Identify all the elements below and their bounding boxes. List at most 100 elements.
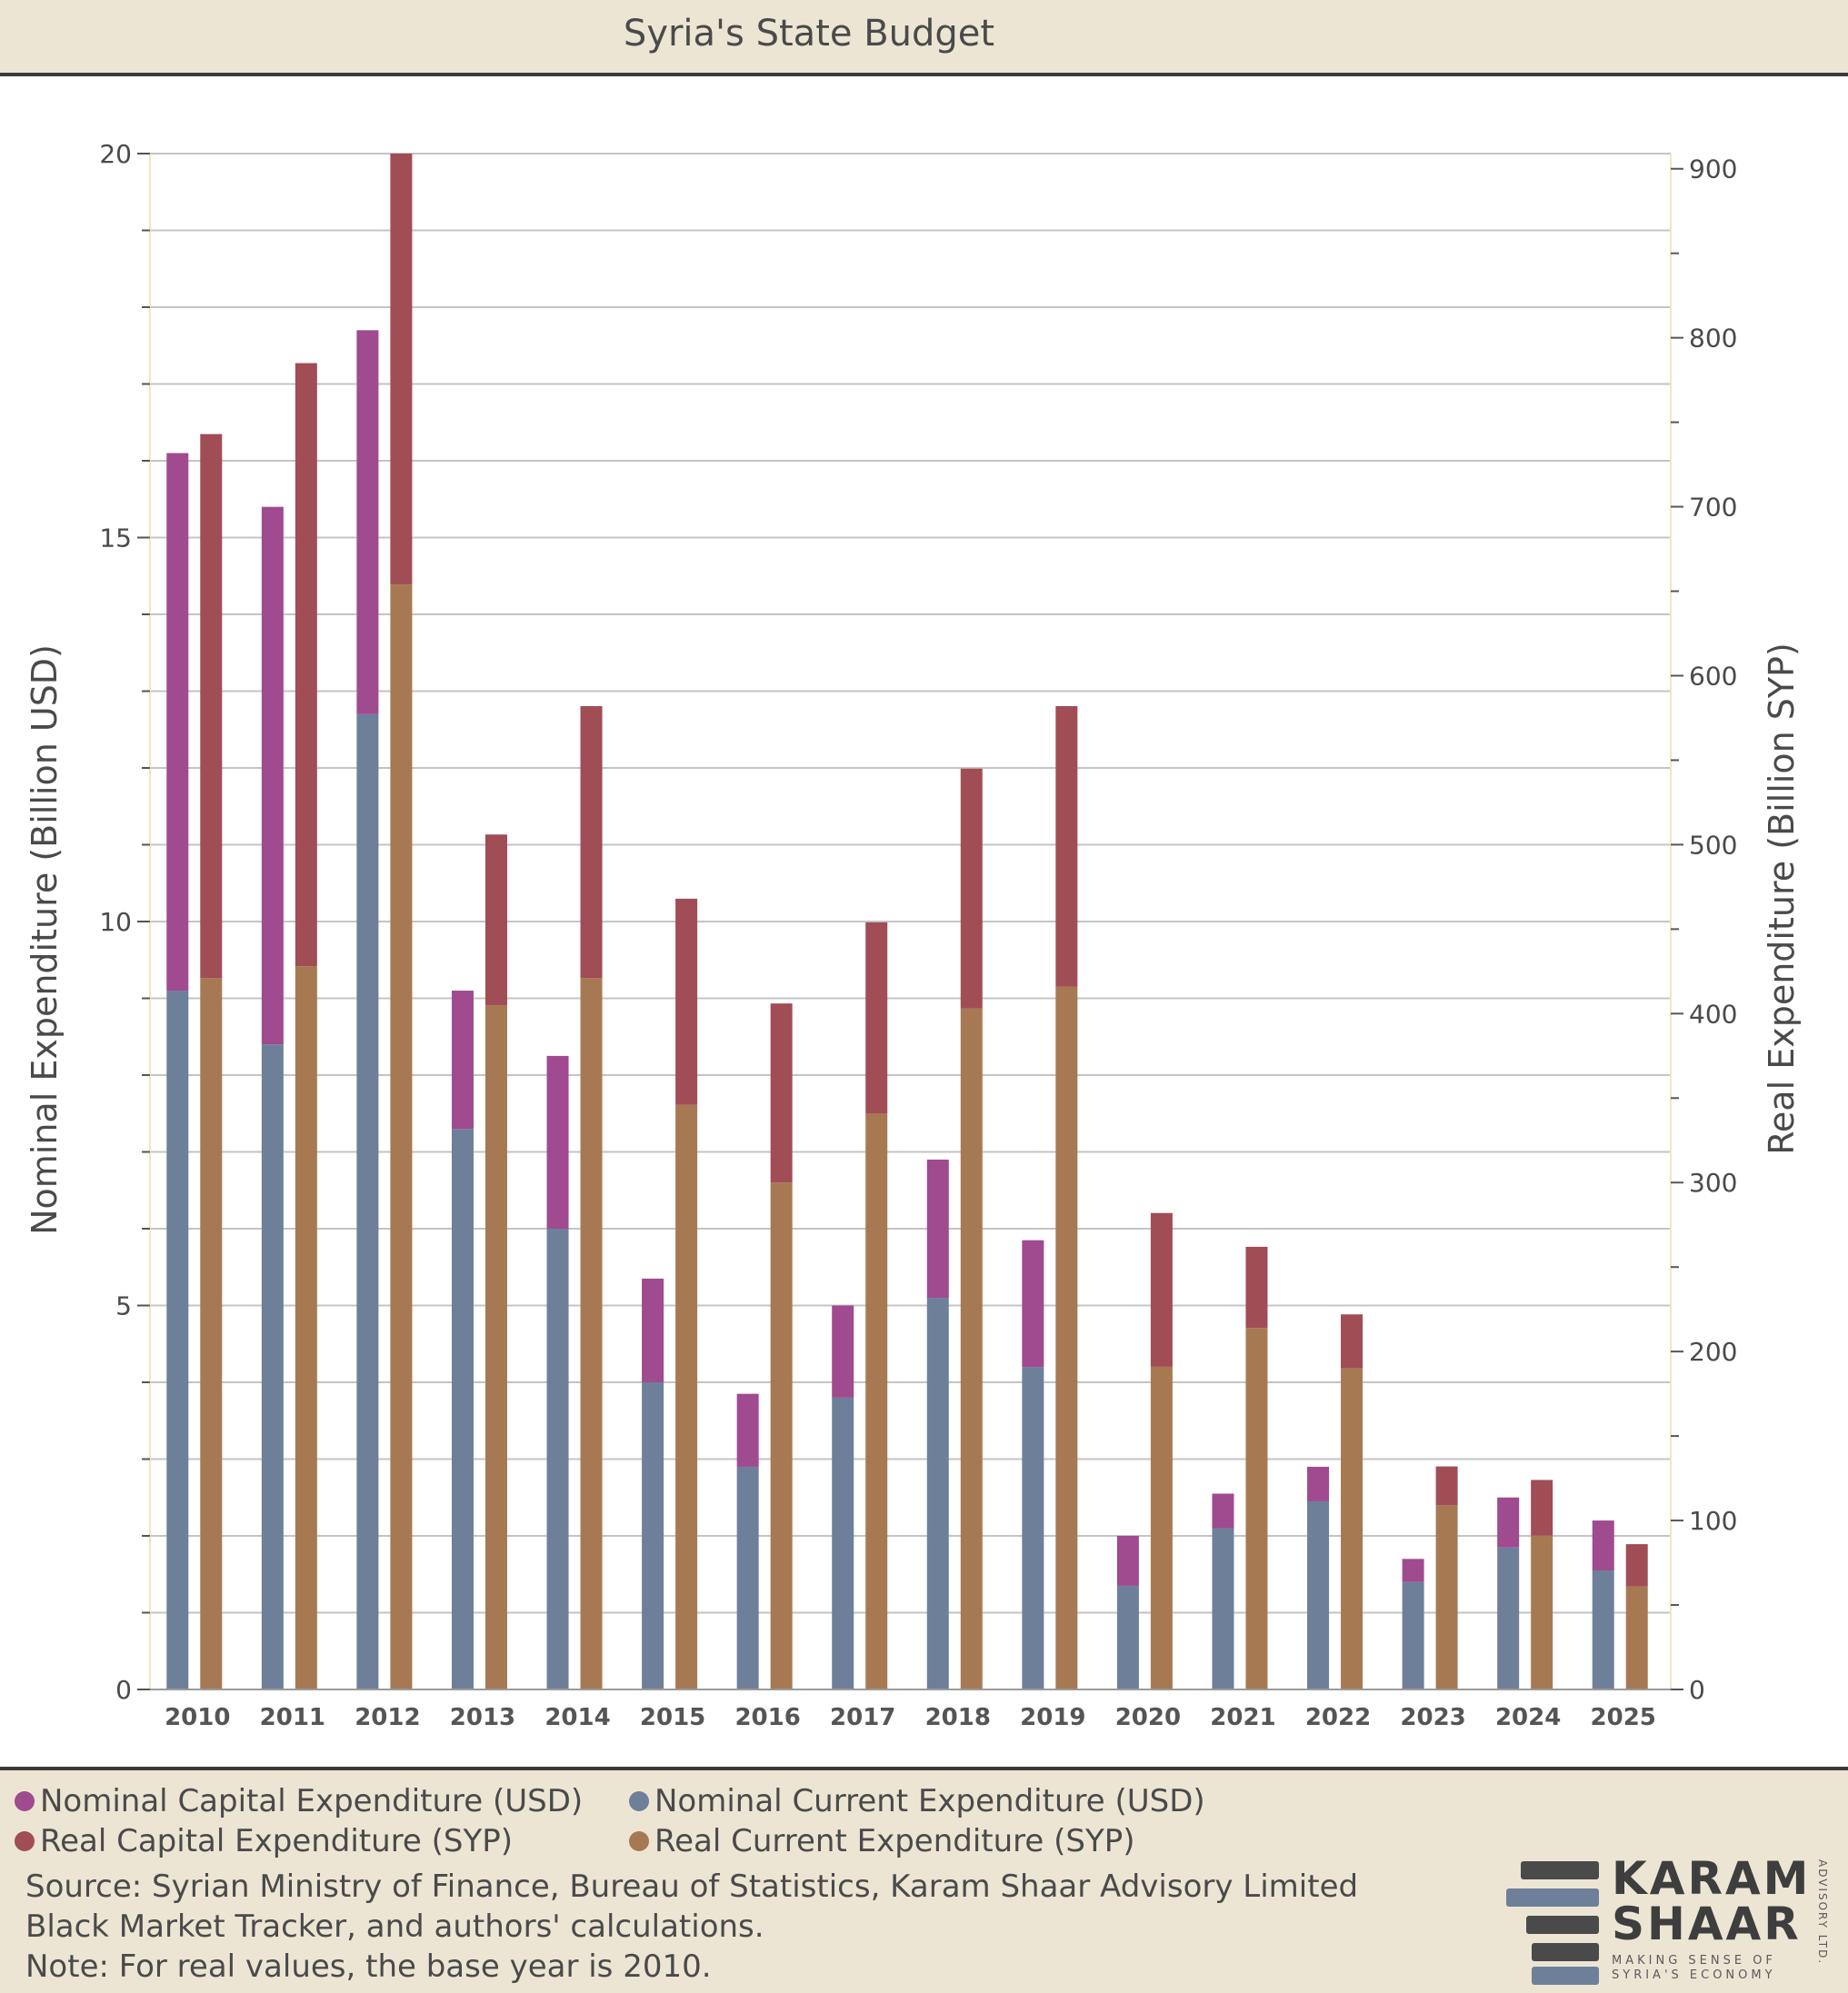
y-right-tick-label: 0 <box>1689 1675 1705 1705</box>
y-left-tick-label: 5 <box>115 1291 132 1321</box>
bar-real-capital-2016 <box>770 1003 793 1183</box>
source-line-2: Black Market Tracker, and authors' calcu… <box>25 1908 764 1945</box>
bar-real-capital-2017 <box>865 922 888 1114</box>
legend-dot-icon <box>15 1831 35 1851</box>
bar-real-current-2020 <box>1150 1366 1173 1689</box>
bar-real-current-2011 <box>295 966 317 1689</box>
x-tick-label: 2020 <box>1115 1704 1181 1731</box>
logo-bar-icon <box>1532 1967 1599 1985</box>
legend-dot-icon <box>15 1791 35 1811</box>
bar-real-capital-2024 <box>1531 1480 1553 1536</box>
bar-nominal-capital-2011 <box>261 506 284 1045</box>
y-left-tick-label: 20 <box>99 139 132 169</box>
bar-nominal-current-2021 <box>1212 1528 1234 1689</box>
bar-real-current-2014 <box>580 978 603 1689</box>
note-line: Note: For real values, the base year is … <box>25 1948 712 1985</box>
legend-item-real-current: Real Current Expenditure (SYP) <box>629 1823 1135 1859</box>
y-right-tick-label: 500 <box>1689 830 1737 860</box>
bar-nominal-current-2014 <box>546 1229 569 1689</box>
legend-item-nominal-current: Nominal Current Expenditure (USD) <box>629 1783 1205 1819</box>
bar-real-capital-2021 <box>1245 1246 1268 1329</box>
axes: 2010 2011 2012 2013 2014 2015 2016 2017 2018 2019… <box>99 139 1737 1731</box>
x-tick-label: 2016 <box>734 1704 800 1731</box>
bar-real-capital-2014 <box>580 705 603 979</box>
bar-nominal-capital-2016 <box>736 1393 759 1467</box>
y-right-tick-label: 800 <box>1689 324 1737 354</box>
y-right-tick-label: 700 <box>1689 493 1737 523</box>
bar-real-capital-2011 <box>295 363 317 967</box>
x-tick-label: 2015 <box>640 1704 705 1731</box>
x-tick-label: 2014 <box>544 1704 610 1731</box>
bar-nominal-current-2022 <box>1307 1500 1330 1689</box>
chart-title: Syria's State Budget <box>623 13 995 55</box>
x-tick-label: 2010 <box>165 1704 230 1731</box>
bar-real-capital-2010 <box>200 433 223 979</box>
y-right-tick-label: 900 <box>1689 154 1737 184</box>
x-tick-label: 2019 <box>1020 1704 1085 1731</box>
bar-real-current-2021 <box>1245 1328 1268 1689</box>
bar-nominal-current-2015 <box>642 1382 664 1689</box>
bar-nominal-capital-2018 <box>926 1159 949 1299</box>
logo-tagline-2: SYRIA'S ECONOMY <box>1612 1968 1776 1982</box>
x-tick-label: 2017 <box>830 1704 895 1731</box>
y-right-tick-label: 600 <box>1689 661 1737 691</box>
y-right-tick-label: 400 <box>1689 999 1737 1029</box>
bar-real-current-2010 <box>200 978 223 1689</box>
bar-nominal-capital-2012 <box>356 330 379 714</box>
bar-nominal-current-2025 <box>1592 1570 1614 1689</box>
logo-side-text: ADVISORY LTD. <box>1816 1859 1829 1966</box>
bar-real-current-2023 <box>1435 1505 1458 1689</box>
x-tick-label: 2023 <box>1400 1704 1465 1731</box>
footer: Nominal Capital Expenditure (USD) Nomina… <box>0 1767 1848 1993</box>
source-line-1: Source: Syrian Ministry of Finance, Bure… <box>25 1868 1359 1905</box>
logo-word-1: KARAM <box>1612 1852 1812 1905</box>
bar-real-capital-2018 <box>960 768 983 1009</box>
bar-nominal-capital-2015 <box>642 1278 664 1382</box>
legend-item-nominal-capital: Nominal Capital Expenditure (USD) <box>15 1783 583 1819</box>
bar-nominal-capital-2021 <box>1212 1493 1234 1529</box>
legend-dot-icon <box>629 1791 649 1811</box>
bar-real-capital-2023 <box>1435 1466 1458 1506</box>
bar-nominal-current-2011 <box>261 1044 284 1689</box>
y-axis-right-label: Real Expenditure (Billion SYP) <box>1762 643 1802 1155</box>
legend-label: Nominal Current Expenditure (USD) <box>654 1783 1205 1819</box>
bar-nominal-capital-2022 <box>1307 1466 1330 1501</box>
bar-nominal-current-2023 <box>1402 1581 1424 1689</box>
y-right-tick-label: 100 <box>1689 1506 1737 1536</box>
logo-bar-icon <box>1521 1861 1599 1879</box>
y-left-tick-label: 15 <box>99 523 132 553</box>
x-tick-label: 2011 <box>260 1704 325 1731</box>
chart: 2010 2011 2012 2013 2014 2015 2016 2017 2018 2019… <box>25 139 1802 1731</box>
bar-real-current-2015 <box>675 1104 698 1689</box>
bar-nominal-current-2010 <box>166 991 189 1689</box>
bar-nominal-current-2018 <box>926 1298 949 1689</box>
logo-bar-icon <box>1526 1916 1599 1934</box>
bar-real-current-2012 <box>390 584 413 1689</box>
bar-nominal-current-2016 <box>736 1466 759 1689</box>
x-tick-label: 2013 <box>450 1704 515 1731</box>
legend-label: Real Capital Expenditure (SYP) <box>40 1823 514 1859</box>
bar-real-current-2024 <box>1531 1535 1553 1689</box>
bar-real-capital-2020 <box>1150 1212 1173 1367</box>
bar-real-capital-2022 <box>1341 1314 1364 1369</box>
bar-real-capital-2015 <box>675 898 698 1105</box>
bar-nominal-current-2017 <box>832 1397 854 1689</box>
x-tick-label: 2018 <box>925 1704 991 1731</box>
bar-nominal-current-2019 <box>1022 1367 1044 1689</box>
bar-nominal-current-2013 <box>451 1129 474 1689</box>
logo-bar-icon <box>1506 1888 1599 1907</box>
bar-nominal-capital-2013 <box>451 991 474 1130</box>
logo-tagline-1: MAKING SENSE OF <box>1612 1954 1776 1968</box>
bar-real-current-2018 <box>960 1008 983 1689</box>
legend-dot-icon <box>629 1831 649 1851</box>
x-tick-label: 2021 <box>1210 1704 1275 1731</box>
bar-nominal-capital-2019 <box>1022 1240 1044 1368</box>
bar-real-capital-2019 <box>1055 705 1078 987</box>
bar-nominal-capital-2025 <box>1592 1520 1614 1571</box>
bar-nominal-current-2020 <box>1116 1585 1139 1689</box>
bar-real-capital-2012 <box>390 154 413 585</box>
bar-real-current-2017 <box>865 1113 888 1689</box>
logo-bar-icon <box>1532 1943 1599 1961</box>
logo-word-2: SHAAR <box>1612 1898 1802 1950</box>
bar-nominal-capital-2023 <box>1402 1559 1424 1582</box>
